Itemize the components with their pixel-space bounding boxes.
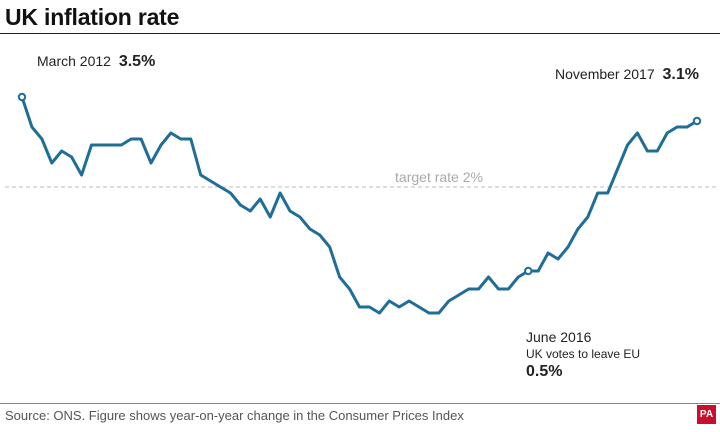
june-2016-marker [524, 266, 533, 276]
data-point [119, 143, 123, 147]
data-point [169, 131, 173, 135]
data-point [487, 275, 490, 279]
data-point [219, 185, 222, 189]
data-point [457, 293, 461, 297]
data-point [149, 161, 153, 165]
data-point [258, 197, 262, 201]
data-point [675, 125, 679, 129]
june-2016-value: 0.5% [526, 363, 562, 380]
november-2017-annotation: November 2017 3.1% [555, 66, 699, 83]
data-point [387, 299, 391, 303]
data-point [358, 305, 361, 309]
data-point [606, 191, 609, 195]
data-point [199, 173, 202, 177]
data-point [338, 275, 341, 279]
data-point [566, 245, 570, 249]
data-point [348, 287, 351, 291]
title-divider [0, 33, 720, 34]
data-points [20, 95, 699, 315]
data-point [298, 215, 302, 219]
data-point [308, 227, 312, 231]
chart-title: UK inflation rate [5, 4, 180, 30]
data-point [447, 299, 451, 303]
data-point [507, 287, 510, 291]
november-2017-value: 3.1% [663, 66, 699, 83]
data-point [646, 149, 649, 153]
data-point [80, 173, 83, 177]
target-rate-label: target rate 2% [395, 169, 483, 185]
data-point [60, 149, 64, 153]
data-point [417, 305, 421, 309]
march-2012-date: March 2012 [37, 53, 111, 69]
data-point [139, 137, 143, 141]
data-point [110, 143, 113, 147]
source-note: Source: ONS. Figure shows year-on-year c… [5, 408, 464, 423]
data-point [665, 131, 669, 135]
data-point [368, 305, 371, 309]
data-point [497, 287, 500, 291]
data-point [536, 269, 540, 273]
data-point [229, 191, 232, 195]
data-point [288, 209, 292, 213]
pa-logo: PA [697, 405, 716, 424]
data-point [477, 287, 480, 291]
data-point [636, 131, 639, 135]
data-point [50, 161, 54, 165]
data-point [70, 155, 73, 159]
inflation-series-line [20, 95, 699, 315]
data-point [378, 311, 381, 315]
data-point [586, 215, 590, 219]
data-point [407, 299, 411, 303]
data-point [179, 137, 183, 141]
march-2012-annotation: March 2012 3.5% [37, 53, 155, 70]
line-chart: target rate 2% March 2012 3.5% June 2016… [5, 53, 716, 380]
june-2016-date: June 2016 [526, 329, 592, 345]
march-2012-value: 3.5% [119, 53, 155, 70]
data-point [189, 137, 193, 141]
data-point [90, 143, 93, 147]
data-point [685, 125, 689, 129]
data-point [278, 191, 282, 195]
data-point [239, 203, 242, 207]
data-point [437, 311, 441, 315]
data-point [427, 311, 431, 315]
march-2012-marker [17, 92, 27, 102]
data-point [517, 275, 520, 279]
november-2017-marker [692, 116, 702, 126]
data-point [626, 143, 629, 147]
data-point [328, 245, 332, 249]
november-2017-date: November 2017 [555, 66, 655, 82]
data-point [546, 251, 550, 255]
data-point [397, 305, 401, 309]
data-point [616, 167, 619, 171]
data-point [596, 191, 600, 195]
data-point [129, 137, 133, 141]
data-point [576, 227, 580, 231]
data-point [100, 143, 103, 147]
data-point [30, 125, 34, 129]
data-point [556, 257, 560, 261]
data-point [268, 215, 272, 219]
data-point [318, 233, 322, 237]
data-point [209, 179, 212, 183]
june-2016-note: UK votes to leave EU [526, 347, 640, 361]
data-point [40, 137, 44, 141]
data-point [249, 209, 252, 213]
data-point [159, 143, 163, 147]
data-point [655, 149, 659, 153]
footer-divider [0, 403, 720, 404]
data-point [467, 287, 470, 291]
